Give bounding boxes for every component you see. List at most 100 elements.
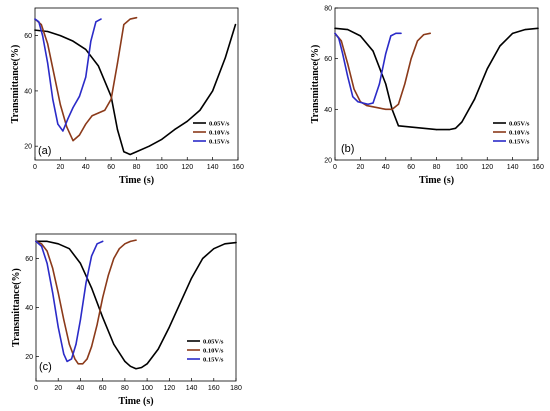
data-point <box>90 287 93 289</box>
legend-label: 0.05V/s <box>509 121 530 128</box>
data-point <box>385 53 387 55</box>
data-point <box>390 35 392 37</box>
data-point <box>173 129 176 131</box>
data-point <box>397 125 400 127</box>
data-point <box>90 346 93 348</box>
data-point <box>429 32 431 34</box>
x-tick-label: 20 <box>56 164 64 171</box>
x-tick-label: 60 <box>107 164 115 171</box>
x-tick-label: 40 <box>77 385 85 392</box>
data-point <box>46 250 48 252</box>
data-point <box>168 326 170 328</box>
data-point <box>157 348 159 350</box>
series-line <box>334 32 431 111</box>
data-point <box>42 35 44 37</box>
legend-label: 0.15V/s <box>509 139 530 146</box>
data-point <box>423 34 425 36</box>
data-point <box>57 123 59 125</box>
x-tick-label: 60 <box>407 164 415 171</box>
data-point <box>423 127 425 129</box>
legend-label: 0.10V/s <box>203 348 224 355</box>
legend-label: 0.15V/s <box>209 139 230 146</box>
data-point <box>72 140 74 142</box>
data-point <box>385 83 387 85</box>
data-point <box>116 62 119 64</box>
data-point <box>85 48 87 51</box>
data-point <box>79 319 82 321</box>
data-point <box>372 106 374 108</box>
x-axis-title: Time (s) <box>119 175 154 186</box>
data-point <box>63 353 65 355</box>
y-tick-label: 60 <box>25 256 33 263</box>
data-point <box>334 32 336 34</box>
x-tick-label: 160 <box>532 164 544 171</box>
data-point <box>46 240 48 242</box>
x-tick-label: 100 <box>156 164 168 171</box>
chart-panel-3: 0 20 40 60 80 100 120 140 160 180 20 40 60 Time (s) Tr… <box>11 233 242 407</box>
legend: 0.05V/s 0.10V/s 0.15V/s <box>493 121 530 146</box>
data-point <box>435 129 438 131</box>
data-point <box>63 319 65 321</box>
data-point <box>102 316 104 318</box>
data-point <box>95 21 97 23</box>
y-tick-label: 80 <box>324 6 332 13</box>
data-point <box>372 50 374 52</box>
data-point <box>67 117 69 120</box>
legend-label: 0.10V/s <box>209 130 230 137</box>
data-point <box>338 37 340 40</box>
x-tick-label: 140 <box>207 164 219 171</box>
data-point <box>161 138 163 140</box>
data-point <box>199 109 201 111</box>
panel-label: (b) <box>341 143 354 155</box>
legend-label: 0.05V/s <box>209 121 230 128</box>
x-tick-label: 80 <box>433 164 441 171</box>
data-point <box>352 96 354 98</box>
y-tick-label: 60 <box>24 33 32 40</box>
data-point <box>57 243 59 245</box>
data-point <box>347 75 349 77</box>
data-point <box>91 115 93 117</box>
legend: 0.05V/s 0.10V/s 0.15V/s <box>193 121 230 146</box>
data-point <box>486 68 488 70</box>
x-tick-label: 100 <box>141 385 153 392</box>
data-point <box>68 248 70 250</box>
series-2 <box>35 239 137 365</box>
series-1 <box>334 27 539 131</box>
y-tick-label: 40 <box>324 107 332 114</box>
data-point <box>140 366 143 369</box>
data-point <box>123 23 125 26</box>
data-point <box>135 17 138 19</box>
data-point <box>146 363 148 365</box>
data-point <box>40 243 43 245</box>
data-point <box>391 108 393 110</box>
plot-frame <box>334 7 539 161</box>
series-line <box>334 32 402 106</box>
data-point <box>107 275 109 277</box>
data-point <box>102 297 104 299</box>
data-point <box>79 262 82 264</box>
data-point <box>353 88 355 90</box>
data-point <box>202 257 204 260</box>
x-tick-label: 20 <box>356 164 364 171</box>
series-1 <box>35 240 237 370</box>
x-tick-label: 140 <box>507 164 519 171</box>
data-point <box>77 363 79 365</box>
series-2 <box>34 16 138 142</box>
data-point <box>524 28 526 31</box>
legend-label: 0.15V/s <box>203 357 224 364</box>
plot-frame <box>34 7 239 161</box>
y-tick-label: 20 <box>24 144 32 151</box>
x-tick-label: 0 <box>33 164 37 171</box>
data-point <box>410 126 412 128</box>
data-point <box>47 43 49 45</box>
y-axis-title: Transmittance(%) <box>310 45 321 124</box>
data-point <box>96 243 98 245</box>
x-tick-label: 60 <box>99 385 107 392</box>
data-point <box>57 326 59 328</box>
data-point <box>86 358 88 360</box>
data-point <box>357 101 359 103</box>
x-tick-label: 160 <box>232 164 244 171</box>
data-point <box>62 130 64 132</box>
data-point <box>129 365 132 367</box>
